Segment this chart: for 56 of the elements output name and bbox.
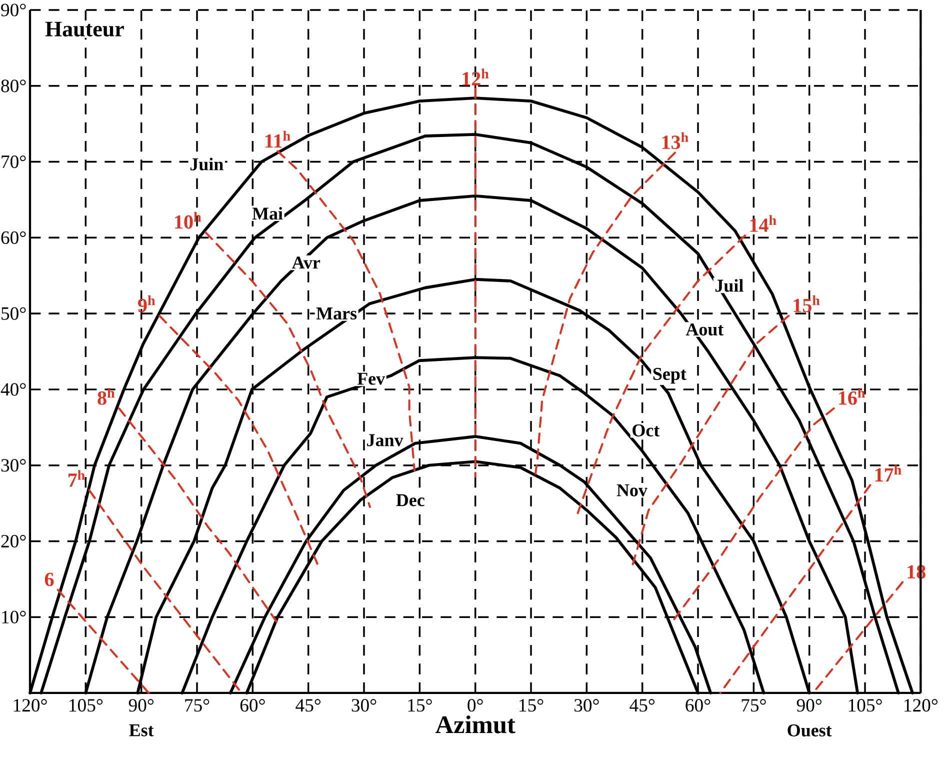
y-tick-label: 60° bbox=[1, 231, 26, 244]
x-tick-label: 45° bbox=[296, 699, 321, 712]
annotation: Juil bbox=[715, 279, 744, 292]
y-tick-label: 20° bbox=[1, 534, 26, 548]
annotation: Avr bbox=[292, 256, 320, 269]
series-label: 6 bbox=[44, 572, 54, 586]
annotation: Aout bbox=[686, 323, 724, 336]
x-tick-label: 120° bbox=[14, 699, 47, 712]
series-label: 12$^{h}$ bbox=[462, 68, 489, 86]
y-tick-label: 90° bbox=[1, 4, 26, 16]
y-tick-label: 30° bbox=[1, 459, 26, 472]
series-label: 11$^{h}$ bbox=[265, 130, 290, 148]
series-label: 13$^{h}$ bbox=[662, 132, 688, 150]
series-label: 10$^{h}$ bbox=[175, 212, 202, 229]
annotation: Fev bbox=[357, 372, 386, 385]
annotation: Nov bbox=[616, 484, 648, 496]
annotation: Oct bbox=[632, 424, 660, 436]
line-series bbox=[118, 407, 279, 624]
x-tick-label: 60° bbox=[240, 699, 265, 712]
series-label: 9$^{h}$ bbox=[138, 295, 156, 312]
line-series bbox=[576, 234, 746, 514]
series-label: 7$^{h}$ bbox=[68, 470, 85, 487]
y-axis-title: Hauteur bbox=[45, 22, 124, 37]
annotation: Janv bbox=[367, 434, 404, 446]
annotation: Dec bbox=[396, 494, 424, 506]
x-tick-label: 90° bbox=[796, 699, 822, 712]
series-label: 16$^{h}$ bbox=[839, 388, 865, 405]
x-tick-label: 15° bbox=[408, 699, 432, 712]
annotation: Sept bbox=[653, 368, 686, 384]
y-tick-label: 10° bbox=[2, 610, 26, 624]
series-label: 14$^{h}$ bbox=[750, 215, 776, 232]
annotation: Juin bbox=[190, 158, 224, 170]
x-tick-label: 75° bbox=[742, 699, 766, 712]
y-tick-label: 70° bbox=[2, 155, 26, 168]
x-tick-label: 60° bbox=[686, 699, 710, 712]
x-tick-label: 30° bbox=[352, 699, 376, 712]
x-tick-label: 15° bbox=[520, 699, 544, 712]
x-tick-label: 105° bbox=[70, 699, 103, 712]
x-tick-label: 75° bbox=[185, 699, 210, 712]
series-label: 15$^{h}$ bbox=[794, 295, 820, 312]
x-tick-label: 45° bbox=[630, 699, 655, 712]
x-tick-label: 30° bbox=[574, 699, 599, 712]
series-label: 8$^{h}$ bbox=[98, 388, 115, 405]
text: Ouest bbox=[788, 724, 832, 737]
y-tick-label: 40° bbox=[0, 383, 26, 396]
y-tick-label: 50° bbox=[2, 307, 26, 320]
text: Est bbox=[129, 724, 154, 736]
annotation: Mai bbox=[252, 207, 283, 220]
x-tick-label: 0° bbox=[468, 699, 483, 712]
series-label: 17$^{h}$ bbox=[875, 464, 902, 482]
annotation: Mars bbox=[316, 308, 357, 320]
y-tick-label: 80° bbox=[1, 80, 26, 92]
x-tick-label: 105° bbox=[848, 699, 882, 712]
x-axis-title: Azimut bbox=[435, 715, 516, 734]
x-tick-label: 90° bbox=[128, 699, 154, 712]
x-tick-label: 120° bbox=[904, 699, 938, 712]
